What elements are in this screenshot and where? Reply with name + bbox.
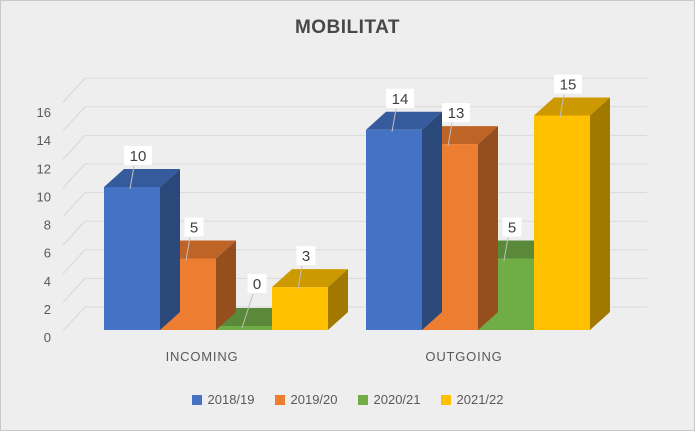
bar-2021-22-outgoing: [534, 97, 610, 330]
bar-front-face: [534, 115, 590, 330]
legend-swatch-icon: [191, 394, 202, 405]
bar-side-face: [328, 269, 348, 330]
category-label-incoming: INCOMING: [166, 349, 239, 364]
axis-depth-ticks: [62, 77, 86, 332]
data-label-leader-line: [447, 123, 453, 147]
y-axis-tick-labels: 0 2 4 6 8 10 12 14 16: [37, 105, 51, 345]
legend-label: 2018/19: [207, 392, 255, 407]
data-label-leader-line: [503, 237, 509, 261]
data-labels: 0 3 5 5 10 13 14 15: [124, 74, 582, 329]
legend-item-2020-21: 2020/21: [357, 392, 421, 407]
axis-depth-tick: [62, 163, 86, 189]
axis-depth-tick: [62, 106, 86, 132]
bar-side-face: [160, 169, 180, 330]
data-label-value: 5: [508, 220, 516, 237]
legend-item-2018-19: 2018/19: [191, 392, 255, 407]
legend-swatch-icon: [440, 394, 451, 405]
category-label-outgoing: OUTGOING: [425, 349, 502, 364]
bar-front-face: [366, 129, 422, 330]
axis-depth-tick: [62, 306, 86, 332]
y-axis-tick-label: 16: [37, 105, 51, 120]
data-label-box: [247, 274, 267, 293]
bar-top-face: [366, 111, 442, 130]
axis-depth-tick: [62, 77, 86, 103]
data-label-box: [554, 74, 582, 94]
legend-label: 2020/21: [373, 392, 421, 407]
bar-2021-22-incoming: [272, 269, 348, 330]
legend-label: 2019/20: [290, 392, 338, 407]
y-axis-tick-label: 14: [37, 133, 51, 148]
y-axis-tick-label: 8: [44, 218, 51, 233]
bar-side-face: [216, 240, 236, 330]
legend-label: 2021/22: [456, 392, 504, 407]
bar-side-face: [422, 111, 442, 330]
data-label: 10: [124, 146, 152, 165]
axis-depth-tick: [62, 277, 86, 303]
data-label-leader-line: [297, 266, 303, 290]
data-label-box: [502, 217, 522, 237]
y-axis-tick-label: 2: [44, 302, 51, 317]
data-label: 5: [184, 217, 204, 237]
data-label-value: 14: [392, 91, 409, 108]
axis-depth-tick: [62, 134, 86, 160]
data-label-value: 10: [130, 148, 147, 165]
axis-depth-tick: [62, 220, 86, 246]
axis-depth-tick: [62, 192, 86, 218]
data-label-box: [184, 217, 204, 237]
bar-top-face: [534, 97, 610, 116]
y-axis-tick-label: 12: [37, 161, 51, 176]
legend-item-2019-20: 2019/20: [274, 392, 338, 407]
y-axis-tick-label: 0: [44, 330, 51, 345]
legend-item-2021-22: 2021/22: [440, 392, 504, 407]
bar-front-face: [104, 187, 160, 330]
chart-title: MOBILITAT: [294, 17, 401, 38]
data-label-value: 0: [253, 276, 261, 293]
data-label-leader-line: [185, 237, 191, 261]
bar-top-face: [272, 269, 348, 288]
bar-front-face: [272, 287, 328, 330]
data-label-leader-line: [241, 293, 254, 329]
data-label-leader-line: [391, 108, 397, 132]
bar-side-face: [478, 126, 498, 330]
data-label-value: 5: [190, 220, 198, 237]
legend-swatch-icon: [357, 394, 368, 405]
data-label-value: 3: [302, 248, 310, 265]
data-label-leader-line: [129, 165, 135, 190]
bar-side-face: [590, 97, 610, 330]
legend: 2018/19 2019/20 2020/21 2021/22: [1, 392, 694, 407]
data-label: 5: [502, 217, 522, 237]
data-label-box: [124, 146, 152, 165]
data-label-box: [442, 103, 470, 123]
data-label: 3: [296, 246, 316, 266]
axis-depth-tick: [62, 249, 86, 275]
category-labels: INCOMING OUTGOING: [166, 349, 502, 364]
y-axis-tick-label: 10: [37, 189, 51, 204]
data-label-box: [386, 88, 414, 108]
bar-2018-19-outgoing: [366, 111, 442, 330]
data-label: 0: [247, 274, 267, 293]
data-label: 14: [386, 88, 414, 108]
y-axis-tick-label: 6: [44, 246, 51, 261]
bar-front-face: [216, 326, 272, 330]
y-axis-tick-label: 4: [44, 274, 51, 289]
data-label: 15: [554, 74, 582, 94]
data-label-value: 13: [448, 105, 465, 122]
bars: [104, 97, 610, 330]
legend-swatch-icon: [274, 394, 285, 405]
bar-top-face: [104, 169, 180, 187]
data-label: 13: [442, 103, 470, 123]
data-label-value: 15: [560, 77, 577, 94]
data-label-leader-line: [559, 94, 565, 118]
data-label-box: [296, 246, 316, 266]
bar-2018-19-incoming: [104, 169, 180, 330]
